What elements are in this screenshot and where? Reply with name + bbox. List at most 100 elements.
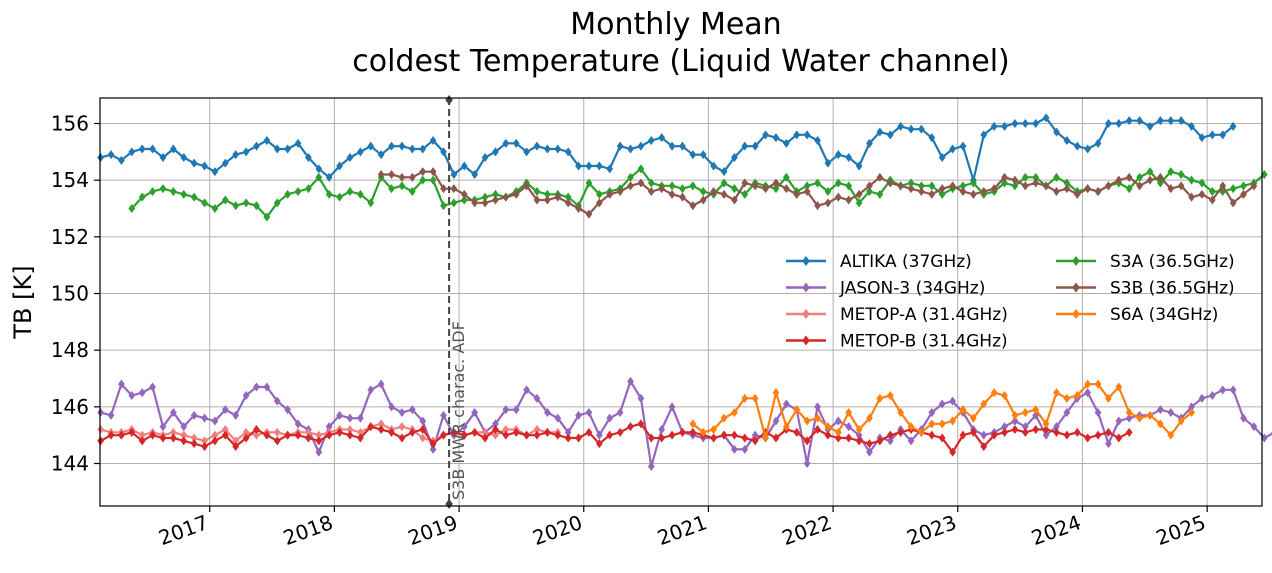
- data-point: [1167, 430, 1175, 440]
- plot-frame: [99, 97, 1263, 507]
- data-point: [575, 410, 582, 420]
- data-point: [782, 138, 790, 148]
- data-point: [388, 402, 395, 412]
- data-point: [533, 430, 541, 440]
- data-point: [377, 425, 385, 434]
- data-point: [502, 192, 510, 202]
- data-point: [876, 127, 884, 137]
- data-point: [866, 439, 873, 449]
- data-point: [398, 422, 406, 432]
- data-point: [782, 399, 790, 409]
- data-point: [886, 430, 894, 440]
- data-point: [211, 416, 219, 426]
- data-point: [1250, 422, 1258, 432]
- data-point: [502, 425, 510, 434]
- data-point: [1105, 119, 1112, 128]
- data-point: [1105, 427, 1112, 437]
- data-point: [523, 430, 530, 440]
- data-point: [138, 430, 146, 440]
- legend-entry: S6A (34GHz): [1056, 305, 1218, 325]
- data-point: [1167, 184, 1175, 194]
- chart-title-line-1: Monthly Mean: [570, 7, 781, 42]
- data-point: [523, 181, 530, 191]
- data-point: [149, 187, 156, 196]
- data-point: [544, 408, 551, 417]
- annotation-marker-top: [445, 95, 453, 105]
- data-point: [772, 178, 780, 188]
- legend-entry: METOP-B (31.4GHz): [786, 332, 1008, 352]
- data-point: [471, 427, 479, 437]
- data-point: [429, 167, 437, 177]
- data-point: [242, 433, 250, 443]
- data-point: [232, 410, 240, 420]
- data-point: [564, 192, 572, 202]
- data-point: [481, 427, 489, 437]
- data-point: [159, 433, 167, 443]
- data-point: [1240, 181, 1247, 191]
- data-point: [1198, 178, 1206, 188]
- data-point: [710, 187, 717, 196]
- data-point: [938, 419, 946, 429]
- data-point: [128, 427, 136, 437]
- data-point: [990, 121, 998, 131]
- data-point: [325, 430, 333, 440]
- data-point: [803, 187, 811, 196]
- data-point: [990, 430, 998, 440]
- data-point: [211, 430, 219, 440]
- data-point: [471, 170, 479, 179]
- data-point: [450, 170, 458, 179]
- data-point: [471, 198, 479, 208]
- legend-entry: ALTIKA (37GHz): [786, 252, 972, 272]
- data-point: [793, 427, 801, 437]
- data-point: [346, 187, 354, 196]
- data-point: [294, 419, 302, 429]
- data-point: [502, 430, 510, 440]
- x-tick-label: 2021: [654, 510, 710, 550]
- data-point: [855, 198, 863, 208]
- data-point: [1084, 433, 1092, 443]
- data-point: [772, 416, 780, 426]
- data-point: [1136, 413, 1143, 423]
- data-point: [731, 195, 738, 205]
- data-point: [969, 178, 977, 188]
- data-point: [180, 436, 188, 446]
- data-point: [731, 184, 738, 194]
- data-point: [658, 184, 666, 194]
- chart-title-line-2: coldest Temperature (Liquid Water channe…: [352, 44, 1010, 79]
- data-point: [1146, 175, 1154, 185]
- data-point: [1157, 419, 1164, 429]
- data-point: [731, 408, 738, 417]
- series-s3b: [377, 167, 1258, 219]
- data-point: [315, 164, 323, 174]
- data-point: [637, 393, 645, 403]
- data-point: [980, 442, 988, 451]
- data-point: [180, 422, 188, 432]
- data-point: [647, 178, 655, 188]
- data-point: [616, 141, 624, 151]
- data-point: [585, 408, 593, 417]
- data-point: [533, 393, 541, 403]
- data-point: [1146, 121, 1154, 131]
- data-point: [1167, 408, 1175, 417]
- data-point: [554, 430, 562, 440]
- data-point: [305, 427, 312, 437]
- data-point: [408, 144, 416, 154]
- data-point: [876, 436, 884, 446]
- data-point: [377, 379, 385, 389]
- data-point: [834, 150, 842, 160]
- data-point: [637, 419, 645, 429]
- data-point: [658, 133, 666, 143]
- data-point: [492, 425, 499, 434]
- data-point: [325, 172, 333, 182]
- data-point: [772, 184, 780, 194]
- data-point: [305, 153, 312, 162]
- data-point: [741, 444, 749, 454]
- data-point: [180, 430, 188, 440]
- data-point: [720, 167, 728, 177]
- data-point: [492, 195, 499, 205]
- data-point: [855, 425, 863, 434]
- data-point: [1188, 121, 1195, 131]
- data-point: [814, 178, 821, 188]
- data-point: [1188, 175, 1195, 185]
- data-point: [793, 189, 801, 199]
